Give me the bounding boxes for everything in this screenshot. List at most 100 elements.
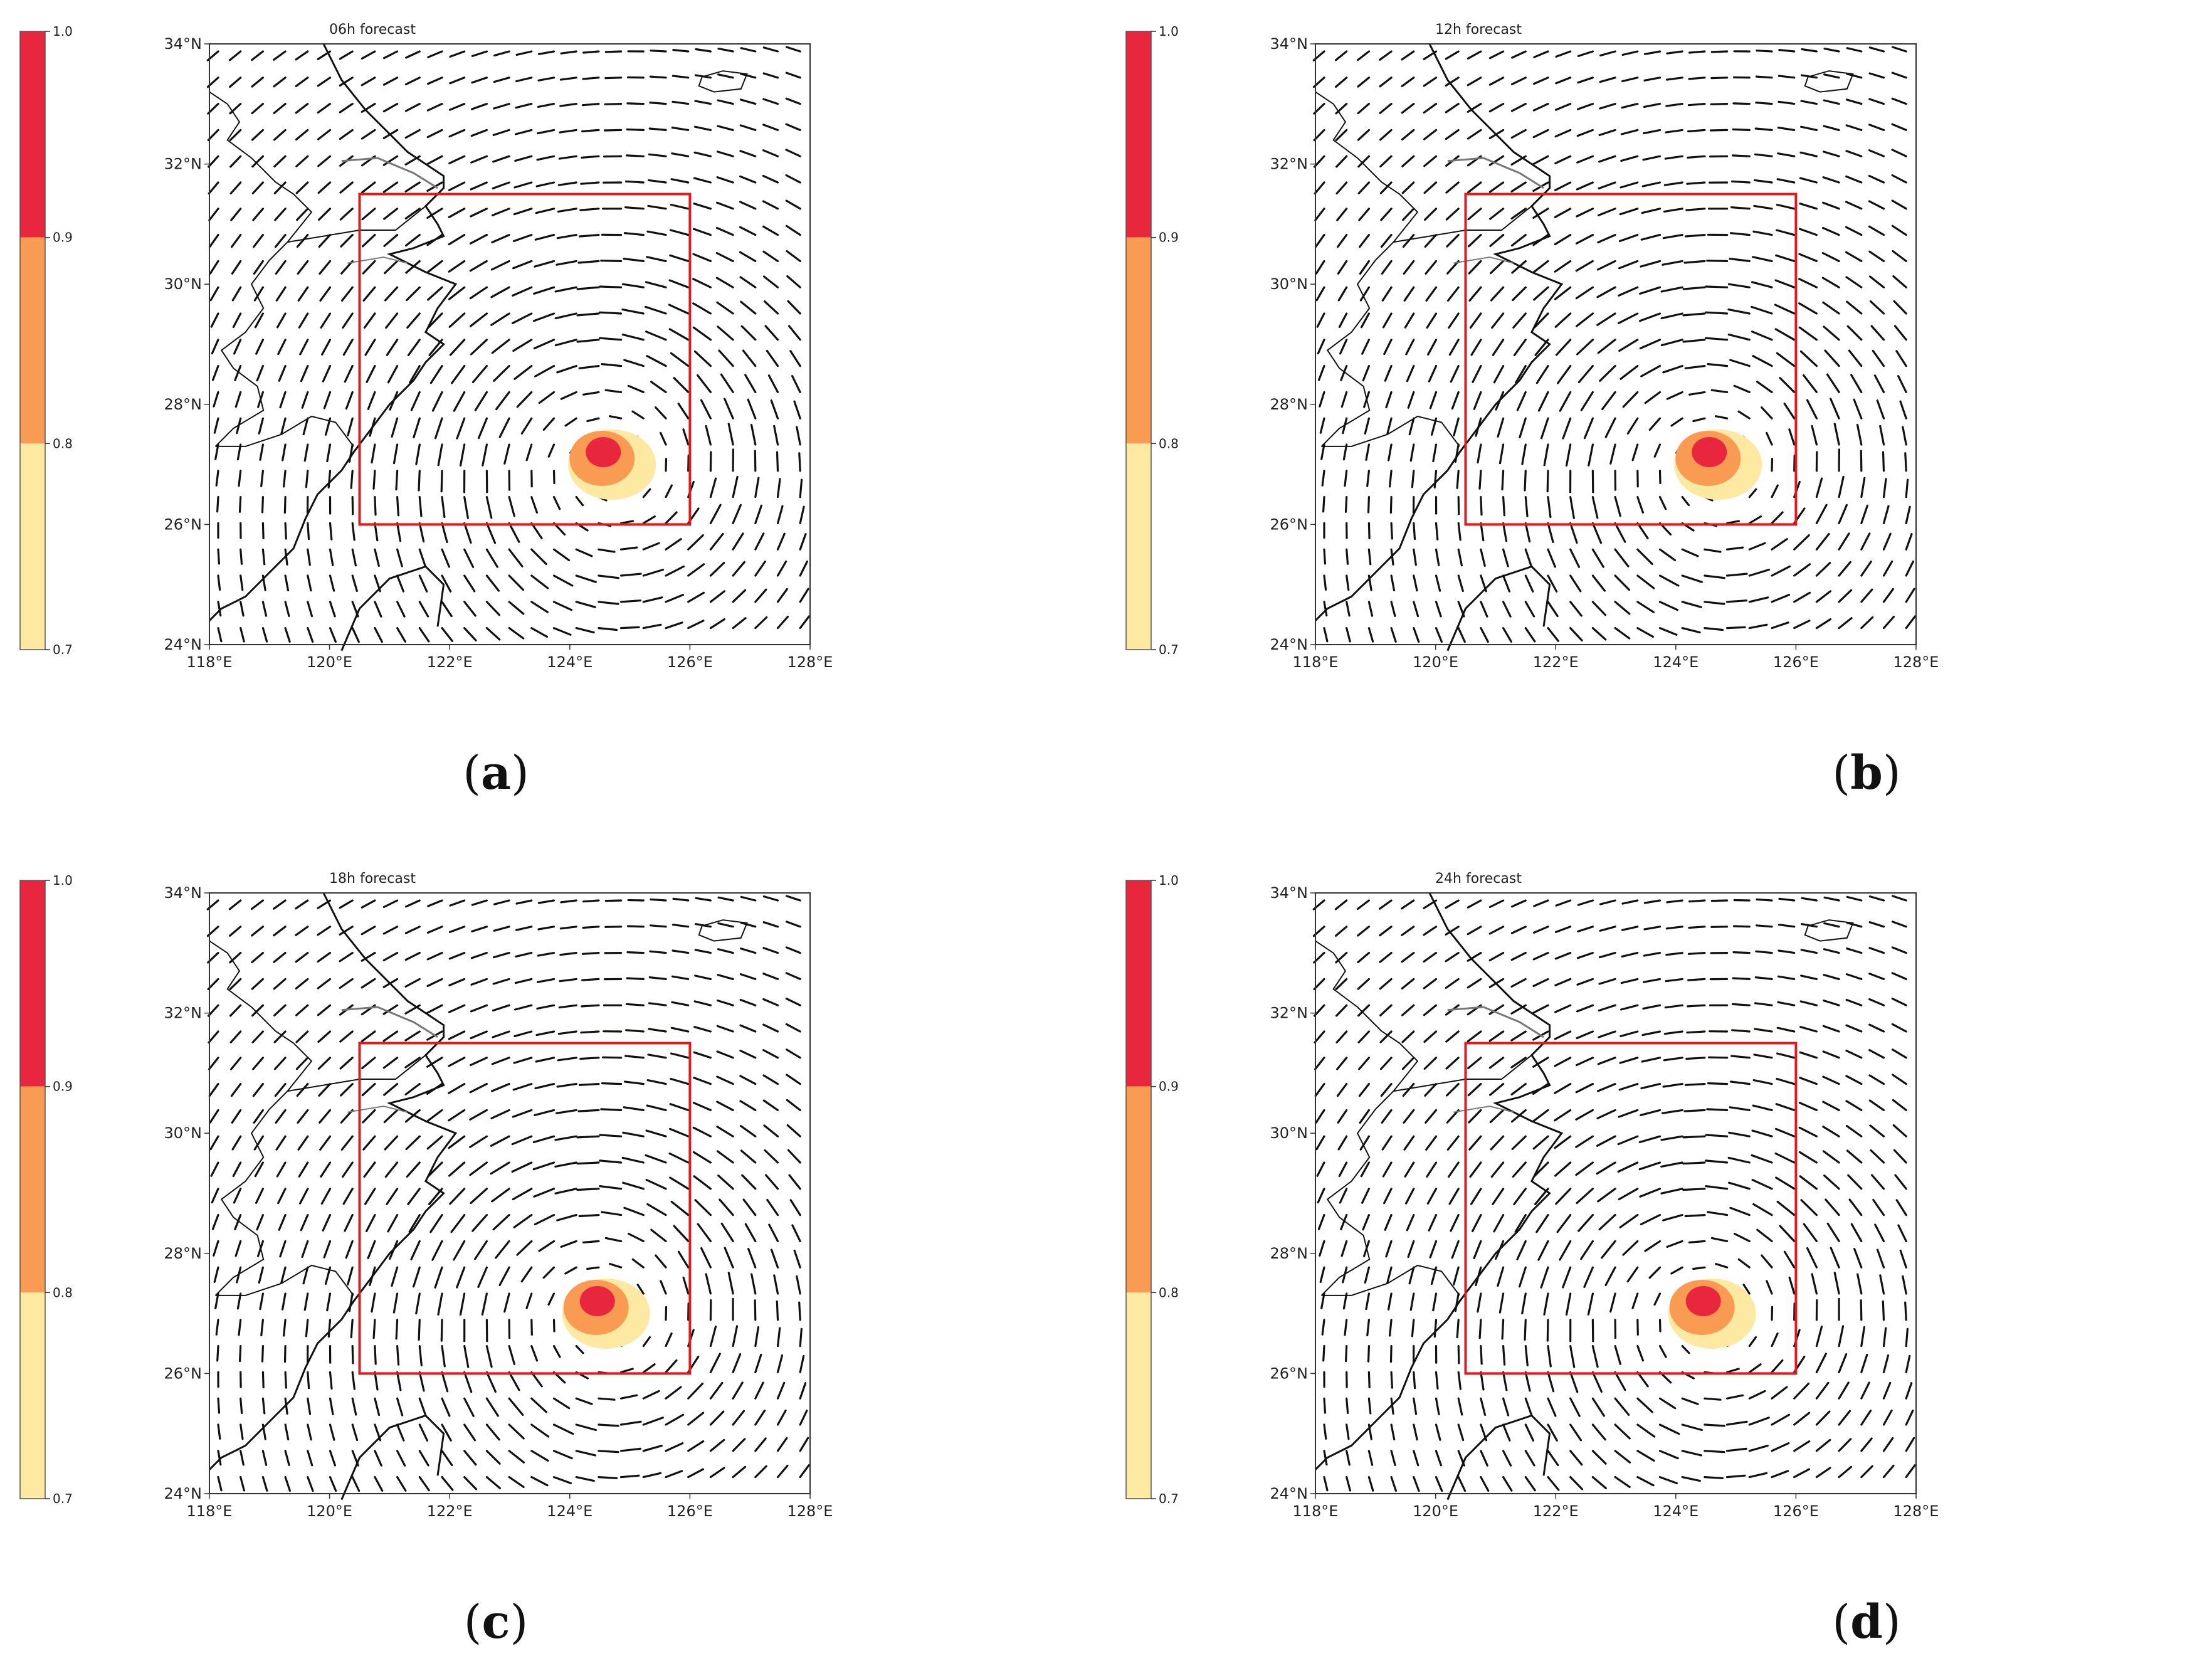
wind-vector: [340, 900, 352, 908]
wind-vector: [1801, 351, 1817, 366]
wind-vector: [672, 1201, 688, 1215]
wind-vector: [492, 1189, 509, 1201]
wind-vector: [263, 1477, 266, 1491]
wind-vector: [1823, 1127, 1839, 1137]
wind-vector: [1593, 497, 1597, 518]
wind-vector: [212, 340, 218, 354]
wind-vector: [1800, 204, 1816, 209]
wind-vector: [621, 1448, 641, 1450]
wind-vector: [740, 227, 756, 235]
wind-vector: [1525, 1346, 1527, 1366]
wind-vector: [442, 1398, 450, 1416]
wind-vector: [693, 327, 710, 340]
wind-vector: [702, 400, 711, 418]
wind-vector: [800, 561, 807, 576]
wind-vector: [1363, 1215, 1369, 1230]
lon-label: 122°E: [1533, 1502, 1579, 1520]
wind-vector: [633, 1259, 643, 1267]
wind-vector: [330, 549, 333, 565]
wind-vector: [1870, 226, 1884, 235]
wind-vector: [1638, 628, 1653, 637]
wind-vector: [1490, 1110, 1503, 1122]
wind-vector: [487, 602, 499, 615]
wind-vector: [1504, 523, 1507, 541]
lon-label: 122°E: [427, 1502, 473, 1520]
wind-vector: [419, 497, 421, 517]
wind-vector: [559, 1032, 576, 1034]
wind-vector: [471, 1005, 487, 1011]
wind-vector: [778, 1383, 784, 1398]
wind-vector: [330, 576, 334, 591]
wind-vector: [1389, 1294, 1392, 1309]
wind-vector: [1870, 277, 1884, 287]
wind-vector: [766, 326, 777, 340]
wind-vector: [688, 455, 689, 471]
wind-vector: [1645, 927, 1660, 929]
wind-vector: [398, 1477, 406, 1491]
wind-vector: [1315, 1058, 1324, 1069]
wind-vector: [1823, 278, 1839, 287]
wind-vector: [1369, 1398, 1370, 1413]
wind-vector: [556, 1163, 576, 1166]
wind-vector: [599, 1398, 614, 1400]
wind-vector: [487, 1346, 492, 1367]
wind-vector: [1893, 922, 1907, 927]
wind-vector: [1380, 51, 1391, 60]
wind-vector: [1602, 1241, 1615, 1258]
wind-vector: [1534, 287, 1548, 300]
wind-vector: [522, 418, 531, 433]
wind-vector: [1730, 360, 1750, 366]
wind-vector: [493, 1032, 509, 1037]
wind-vector: [535, 1084, 554, 1089]
wind-vector: [1498, 418, 1504, 436]
wind-vector: [472, 927, 487, 932]
wind-vector: [576, 576, 596, 582]
wind-vector: [1447, 1084, 1459, 1095]
wind-vector: [1385, 1215, 1391, 1230]
wind-vector: [275, 1005, 286, 1015]
wind-vector: [1621, 979, 1638, 983]
wind-vector: [1641, 366, 1660, 377]
wind-vector: [348, 418, 352, 435]
wind-vector: [1802, 50, 1817, 52]
wind-vector: [1362, 314, 1369, 327]
wind-vector: [1426, 261, 1436, 273]
wind-vector: [1414, 1398, 1416, 1414]
wind-vector: [385, 1136, 398, 1149]
wind-vector: [1801, 976, 1817, 979]
wind-vector: [1688, 104, 1705, 105]
wind-vector: [375, 628, 382, 642]
wind-vector: [1458, 576, 1463, 591]
wind-vector: [1906, 534, 1912, 550]
wind-vector: [229, 900, 240, 909]
wind-vector: [1884, 1383, 1890, 1398]
wind-vector: [671, 353, 688, 366]
wind-vector: [252, 130, 263, 140]
wind-vector: [1408, 1241, 1414, 1257]
wind-vector: [461, 445, 465, 465]
wind-vector: [693, 1152, 710, 1163]
wind-vector: [1823, 203, 1839, 209]
wind-vector: [1772, 1415, 1789, 1425]
wind-vector: [536, 1058, 554, 1062]
wind-vector: [475, 1241, 487, 1258]
wind-vector: [577, 314, 599, 315]
wind-vector: [1336, 979, 1347, 989]
wind-vector: [1799, 303, 1817, 314]
wind-vector: [1358, 979, 1369, 989]
wind-vector: [733, 1383, 742, 1398]
wind-vector: [1729, 1158, 1749, 1163]
wind-vector: [1682, 576, 1702, 582]
colorbar-band: [1126, 31, 1151, 238]
wind-vector: [1384, 314, 1392, 327]
wind-vector: [308, 549, 310, 565]
wind-vector: [352, 628, 359, 642]
wind-vector: [1663, 235, 1682, 238]
wind-vector: [1893, 1125, 1906, 1136]
wind-vector: [579, 261, 599, 263]
wind-vector: [406, 1032, 419, 1040]
map-frame: [209, 893, 810, 1494]
wind-vector: [1391, 523, 1392, 539]
wind-vector: [514, 1058, 532, 1063]
